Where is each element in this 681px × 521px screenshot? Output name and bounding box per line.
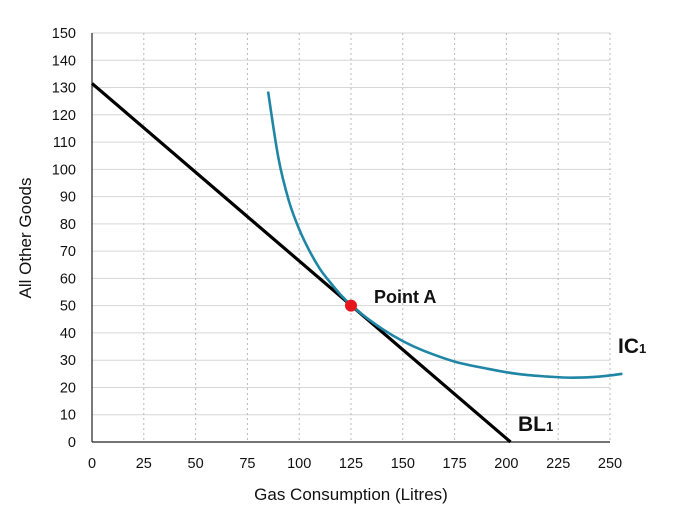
- y-tick-label-50: 50: [60, 299, 76, 315]
- x-tick-label-200: 200: [494, 456, 518, 472]
- series: [90, 82, 623, 444]
- y-tick-label-20: 20: [60, 380, 76, 396]
- ic1-label-sub: 1: [639, 341, 646, 356]
- x-tick-label-0: 0: [88, 456, 96, 472]
- y-tick-labels: 0 10 20 30 40 50 60 70 80 90 100 110 120 130 140 150: [52, 26, 76, 451]
- y-tick-label-90: 90: [60, 190, 76, 206]
- bl1-label: BL1: [518, 413, 553, 436]
- y-tick-label-40: 40: [60, 326, 76, 342]
- y-tick-label-0: 0: [68, 435, 76, 451]
- point-a-marker: [345, 299, 357, 312]
- y-axis-title: All Other Goods: [16, 178, 35, 299]
- y-tick-label-120: 120: [52, 108, 76, 124]
- y-tick-label-30: 30: [60, 353, 76, 369]
- y-tick-label-80: 80: [60, 217, 76, 233]
- ic1-label-main: IC: [618, 335, 639, 358]
- y-tick-label-140: 140: [52, 53, 76, 69]
- grid: [92, 32, 611, 442]
- bl1-label-sub: 1: [546, 419, 553, 434]
- ic1-label: IC1: [618, 335, 646, 358]
- y-tick-label-10: 10: [60, 408, 76, 424]
- point-a-label: Point A: [374, 287, 436, 307]
- x-tick-label-75: 75: [239, 456, 255, 472]
- x-tick-labels: 0 25 50 75 100 125 150 175 200 225 250: [88, 456, 622, 472]
- x-tick-label-125: 125: [339, 456, 363, 472]
- x-tick-label-150: 150: [391, 456, 415, 472]
- y-tick-label-100: 100: [52, 162, 76, 178]
- bl1-label-main: BL: [518, 413, 546, 436]
- budget-line-bl1: [90, 82, 512, 444]
- x-tick-label-250: 250: [598, 456, 622, 472]
- points: [345, 299, 357, 312]
- x-tick-label-175: 175: [442, 456, 466, 472]
- x-tick-label-100: 100: [287, 456, 311, 472]
- x-axis-title: Gas Consumption (Litres): [254, 485, 448, 504]
- y-tick-label-130: 130: [52, 81, 76, 97]
- y-tick-label-60: 60: [60, 271, 76, 287]
- y-tick-label-110: 110: [53, 135, 76, 151]
- y-tick-label-70: 70: [60, 244, 76, 260]
- y-tick-label-150: 150: [52, 26, 76, 42]
- indifference-curve-ic1: [266, 91, 623, 380]
- x-tick-label-25: 25: [136, 456, 152, 472]
- x-tick-label-225: 225: [546, 456, 570, 472]
- axes: [91, 33, 610, 443]
- x-tick-label-50: 50: [188, 456, 204, 472]
